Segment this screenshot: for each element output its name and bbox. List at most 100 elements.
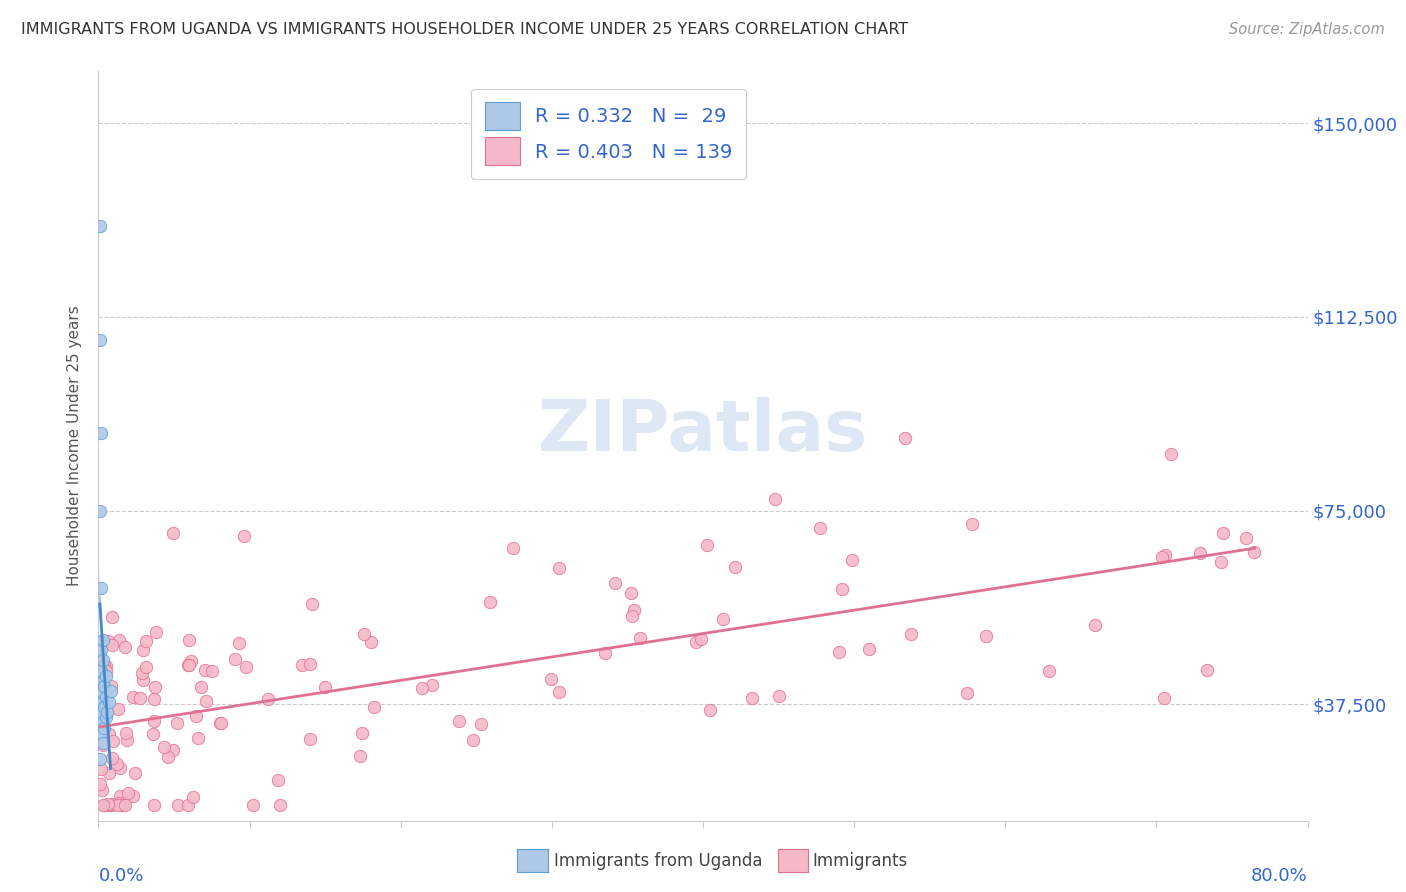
Point	[162, 742, 184, 756]
Point	[201, 664, 224, 678]
Text: 0.0%: 0.0%	[98, 867, 143, 885]
Point	[93, 798, 115, 813]
Point	[89, 674, 111, 689]
Point	[114, 640, 136, 654]
Point	[360, 635, 382, 649]
Point	[157, 750, 180, 764]
Point	[89, 710, 111, 724]
Point	[1160, 447, 1182, 461]
Point	[350, 725, 373, 739]
Point	[94, 664, 117, 678]
Point	[91, 674, 114, 689]
Point	[548, 685, 571, 699]
Point	[115, 732, 138, 747]
Point	[1209, 555, 1232, 569]
Point	[90, 426, 112, 441]
Point	[97, 797, 120, 812]
Point	[209, 715, 232, 730]
Point	[235, 660, 257, 674]
Point	[257, 692, 280, 706]
Point	[89, 503, 111, 517]
Point	[181, 789, 204, 804]
Point	[93, 659, 115, 673]
Point	[90, 682, 112, 697]
Point	[89, 333, 111, 347]
Point	[1212, 525, 1234, 540]
Point	[179, 658, 201, 673]
Point	[91, 715, 114, 730]
Point	[100, 638, 122, 652]
Point	[89, 777, 111, 791]
Point	[143, 692, 166, 706]
Text: Immigrants: Immigrants	[813, 852, 908, 870]
Point	[502, 541, 524, 555]
Point	[177, 657, 200, 672]
Point	[90, 726, 112, 740]
Point	[89, 648, 111, 663]
Point	[831, 582, 853, 596]
Point	[90, 684, 112, 698]
Point	[166, 716, 188, 731]
Point	[461, 733, 484, 747]
Point	[122, 690, 145, 705]
Point	[186, 709, 208, 723]
Point	[470, 717, 492, 731]
Point	[107, 798, 129, 813]
Point	[100, 797, 122, 811]
Text: 80.0%: 80.0%	[1251, 867, 1308, 885]
Point	[93, 679, 115, 693]
Point	[1038, 664, 1060, 678]
Point	[962, 516, 984, 531]
Point	[90, 637, 112, 651]
Point	[808, 521, 831, 535]
Point	[90, 581, 112, 595]
Point	[115, 726, 138, 740]
Point	[269, 798, 291, 813]
Point	[314, 681, 336, 695]
Point	[1188, 546, 1211, 560]
Point	[696, 538, 718, 552]
Point	[91, 798, 114, 813]
Point	[153, 740, 176, 755]
Point	[711, 612, 734, 626]
Text: Source: ZipAtlas.com: Source: ZipAtlas.com	[1229, 22, 1385, 37]
Point	[547, 560, 569, 574]
Point	[353, 627, 375, 641]
Point	[180, 654, 202, 668]
Point	[740, 690, 762, 705]
Point	[194, 663, 217, 677]
Point	[98, 695, 121, 709]
Point	[96, 634, 118, 648]
Point	[145, 625, 167, 640]
Point	[224, 652, 246, 666]
Point	[91, 653, 114, 667]
Point	[1150, 549, 1173, 564]
Point	[108, 797, 131, 811]
Point	[449, 714, 471, 728]
Text: Immigrants from Uganda: Immigrants from Uganda	[554, 852, 762, 870]
Point	[105, 756, 128, 771]
Point	[101, 610, 124, 624]
Text: IMMIGRANTS FROM UGANDA VS IMMIGRANTS HOUSEHOLDER INCOME UNDER 25 YEARS CORRELATI: IMMIGRANTS FROM UGANDA VS IMMIGRANTS HOU…	[21, 22, 908, 37]
Point	[100, 798, 122, 813]
Point	[422, 677, 444, 691]
Point	[190, 681, 212, 695]
Point	[110, 798, 132, 813]
Point	[623, 602, 645, 616]
Point	[110, 761, 132, 775]
Point	[101, 734, 124, 748]
Point	[603, 575, 626, 590]
Point	[117, 786, 139, 800]
Point	[110, 789, 132, 803]
Point	[620, 585, 643, 599]
Point	[841, 552, 863, 566]
Point	[232, 528, 254, 542]
Point	[96, 705, 118, 719]
Point	[1234, 531, 1257, 545]
Point	[177, 633, 200, 648]
Point	[301, 597, 323, 611]
Point	[195, 694, 218, 708]
Point	[267, 772, 290, 787]
Point	[974, 629, 997, 643]
Point	[349, 748, 371, 763]
